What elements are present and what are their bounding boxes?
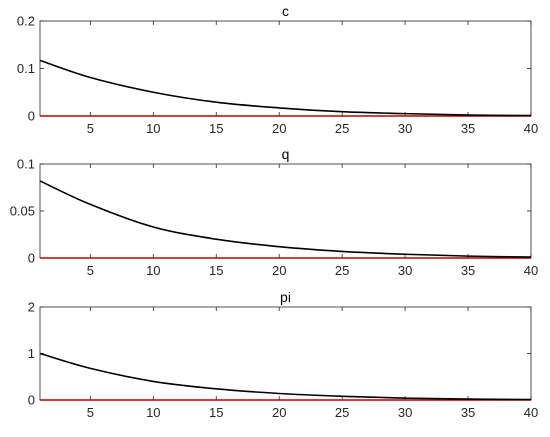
x-tick-label: 10: [146, 263, 160, 278]
x-tick-label: 30: [398, 121, 412, 136]
y-tick-label: 0.1: [17, 157, 35, 172]
y-tick-label: 0.2: [17, 14, 35, 29]
subplot-title: pi: [280, 289, 291, 305]
x-tick-label: 20: [272, 121, 286, 136]
subplot-title: c: [282, 3, 289, 19]
y-tick-label: 0: [28, 109, 35, 124]
x-tick-label: 35: [461, 121, 475, 136]
y-tick-label: 1: [28, 346, 35, 361]
x-tick-label: 30: [398, 405, 412, 420]
x-tick-label: 10: [146, 121, 160, 136]
x-tick-label: 15: [209, 121, 223, 136]
x-tick-label: 5: [87, 405, 94, 420]
x-tick-label: 30: [398, 263, 412, 278]
axes-box: [39, 306, 532, 401]
x-tick-label: 20: [272, 263, 286, 278]
y-tick-label: 0: [28, 393, 35, 408]
subplot-2: 5 10 15 20 25 30 35 40 0 1 2 pi: [28, 289, 538, 420]
x-tick-label: 5: [87, 121, 94, 136]
x-tick-label: 20: [272, 405, 286, 420]
series-line-0: [39, 352, 532, 401]
x-tick-label: 35: [461, 263, 475, 278]
x-tick-label: 25: [335, 405, 349, 420]
x-tick-label: 15: [209, 405, 223, 420]
x-tick-label: 25: [335, 263, 349, 278]
axes-box: [39, 163, 532, 259]
y-tick-label: 0.05: [10, 204, 35, 219]
axes-box: [39, 20, 532, 117]
x-tick-label: 35: [461, 405, 475, 420]
subplot-1: 5 10 15 20 25 30 35 40 0 0.05 0.1 q: [10, 146, 539, 278]
x-tick-label: 15: [209, 263, 223, 278]
series-line-0: [39, 59, 532, 117]
y-tick-label: 0.1: [17, 61, 35, 76]
x-tick-label: 40: [524, 121, 538, 136]
x-tick-label: 40: [524, 263, 538, 278]
y-tick-label: 0: [28, 251, 35, 266]
x-tick-label: 25: [335, 121, 349, 136]
x-tick-label: 40: [524, 405, 538, 420]
x-tick-label: 5: [87, 263, 94, 278]
subplot-title: q: [282, 146, 290, 162]
subplot-0: 5 10 15 20 25 30 35 40 0 0.1 0.2 c: [17, 3, 538, 136]
y-tick-label: 2: [28, 300, 35, 315]
x-tick-label: 10: [146, 405, 160, 420]
series-line-0: [39, 180, 532, 258]
